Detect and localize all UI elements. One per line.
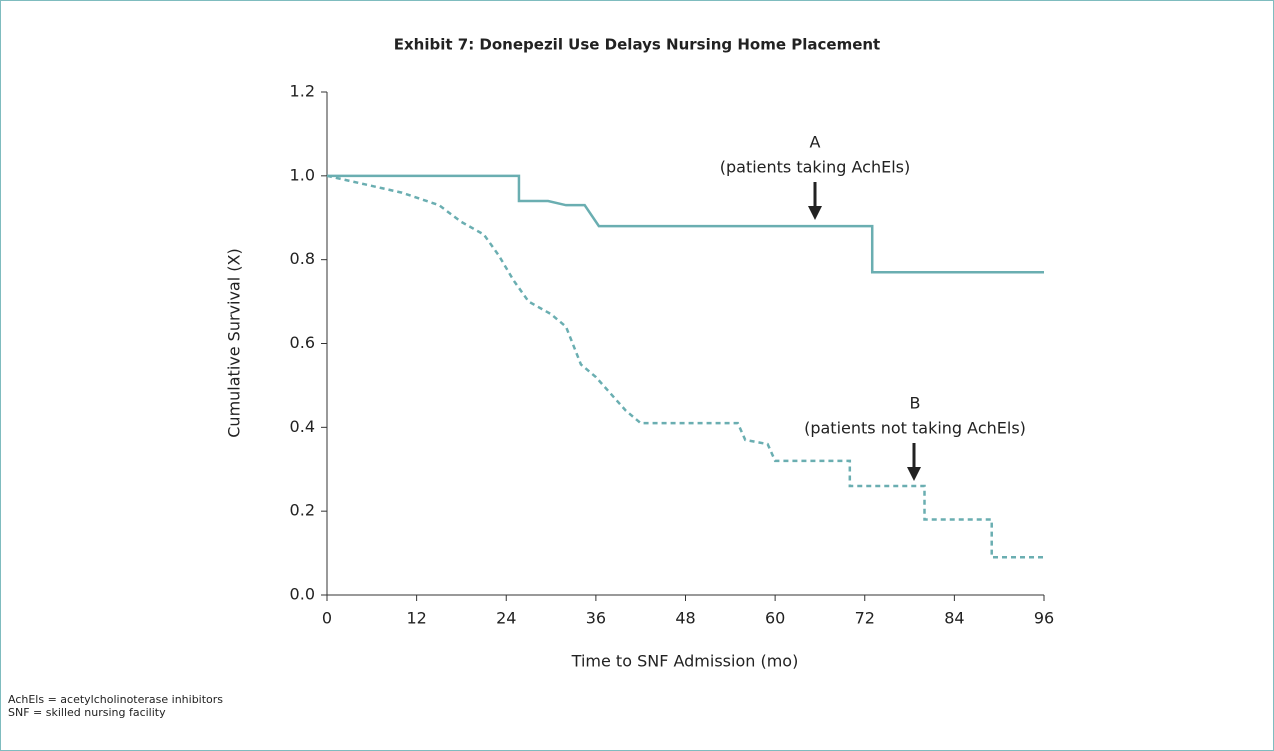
arrow [907,443,921,481]
annotation: A [810,133,821,152]
x-tick-label: 96 [1034,609,1054,628]
footnote: SNF = skilled nursing facility [8,706,166,719]
x-tick-label: 12 [406,609,426,628]
x-tick-label: 72 [855,609,875,628]
annotation: B [910,394,921,413]
x-axis-label: Time to SNF Admission (mo) [571,652,799,671]
x-tick-label: 24 [496,609,516,628]
arrow [808,182,822,220]
chart-title: Exhibit 7: Donepezil Use Delays Nursing … [394,36,880,54]
y-tick-label: 0.2 [290,501,315,520]
footnote: AchEls = acetylcholinoterase inhibitors [8,693,223,706]
y-tick-label: 0.4 [290,417,315,436]
y-tick-label: 0.0 [290,585,315,604]
x-tick-label: 36 [586,609,606,628]
y-tick-label: 1.2 [290,82,315,101]
x-tick-label: 84 [944,609,964,628]
y-tick-label: 1.0 [290,165,315,184]
y-tick-label: 0.8 [290,249,315,268]
y-axis-label: Cumulative Survival (X) [225,248,244,437]
annotation: (patients taking AchEls) [720,158,911,177]
x-tick-label: 60 [765,609,785,628]
y-tick-label: 0.6 [290,333,315,352]
x-tick-label: 48 [675,609,695,628]
x-tick-label: 0 [322,609,332,628]
annotation: (patients not taking AchEls) [804,419,1026,438]
series-line [326,174,1044,559]
series-line [327,174,1044,274]
